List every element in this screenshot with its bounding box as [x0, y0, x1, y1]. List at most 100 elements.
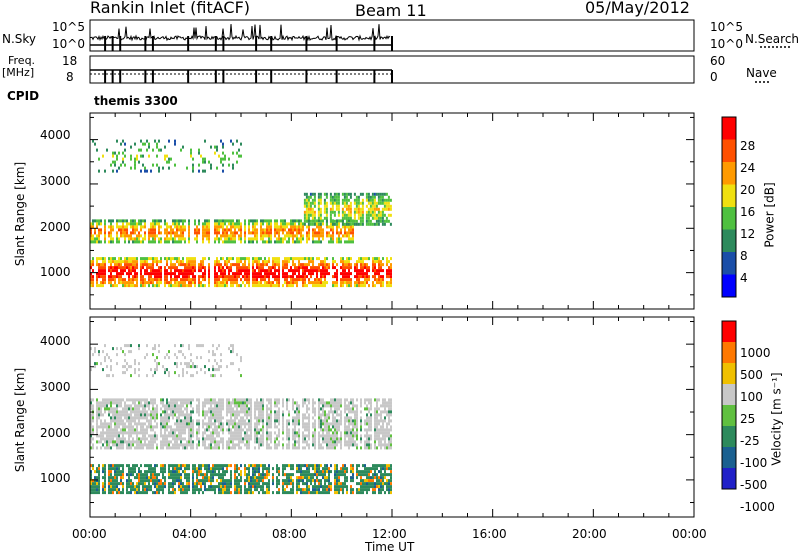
- velocity-echo-cell: [314, 440, 316, 444]
- velocity-echo-cell: [150, 443, 152, 447]
- velocity-echo-cell: [180, 485, 182, 489]
- velocity-echo-cell: [174, 434, 176, 438]
- velocity-echo-cell: [270, 407, 272, 411]
- power-echo-cell: [248, 237, 250, 241]
- power-echo-cell: [136, 237, 138, 241]
- power-echo-cell: [262, 284, 264, 288]
- velocity-echo-cell: [198, 473, 200, 477]
- power-echo-cell: [348, 281, 350, 285]
- power-echo-cell: [186, 269, 188, 273]
- power-echo-cell: [346, 225, 348, 229]
- power-echo-cell: [264, 228, 266, 232]
- velocity-echo-cell: [326, 401, 328, 405]
- power-echo-cell: [214, 240, 216, 244]
- power-echo-cell: [218, 228, 220, 232]
- power-echo-cell: [388, 266, 390, 270]
- power-echo-cell: [236, 160, 238, 164]
- power-echo-cell: [238, 263, 240, 267]
- power-echo-cell: [306, 234, 308, 238]
- power-echo-cell: [162, 166, 164, 170]
- velocity-echo-cell: [326, 419, 328, 423]
- velocity-echo-cell: [242, 398, 244, 402]
- power-echo-cell: [371, 207, 374, 211]
- power-echo-cell: [132, 281, 134, 285]
- velocity-echo-cell: [236, 410, 238, 414]
- velocity-echo-cell: [312, 488, 314, 492]
- velocity-echo-cell: [308, 473, 310, 477]
- power-echo-cell: [292, 275, 294, 279]
- power-echo-cell: [238, 154, 240, 158]
- velocity-echo-cell: [206, 422, 208, 426]
- velocity-echo-cell: [134, 401, 136, 405]
- power-echo-cell: [331, 201, 334, 205]
- velocity-echo-cell: [140, 410, 142, 414]
- velocity-echo-cell: [316, 470, 318, 474]
- velocity-echo-cell: [250, 410, 252, 414]
- power-echo-cell: [214, 266, 216, 270]
- velocity-echo-cell: [314, 485, 316, 489]
- velocity-echo-cell: [94, 485, 96, 489]
- power-echo-cell: [296, 266, 298, 270]
- power-echo-cell: [142, 275, 144, 279]
- velocity-echo-cell: [248, 407, 250, 411]
- power-echo-cell: [379, 210, 382, 214]
- velocity-echo-cell: [366, 470, 368, 474]
- power-echo-cell: [369, 195, 372, 199]
- power-echo-cell: [337, 192, 340, 196]
- power-echo-cell: [208, 219, 210, 223]
- power-echo-cell: [320, 275, 322, 279]
- velocity-echo-cell: [214, 485, 216, 489]
- velocity-echo-cell: [132, 425, 134, 429]
- velocity-echo-cell: [106, 404, 108, 408]
- velocity-echo-cell: [308, 425, 310, 429]
- power-echo-cell: [160, 278, 162, 282]
- velocity-echo-cell: [352, 473, 354, 477]
- power-echo-cell: [246, 278, 248, 282]
- velocity-echo-cell: [162, 410, 164, 414]
- velocity-echo-cell: [174, 443, 176, 447]
- velocity-echo-cell: [326, 488, 328, 492]
- velocity-echo-cell: [318, 491, 320, 495]
- velocity-echo-cell: [274, 401, 276, 405]
- power-echo-cell: [166, 225, 168, 229]
- velocity-echo-cell: [324, 467, 326, 471]
- power-echo-cell: [188, 284, 190, 288]
- power-echo-cell: [336, 269, 338, 273]
- power-echo-cell: [150, 275, 152, 279]
- velocity-echo-cell: [338, 437, 340, 441]
- power-echo-cell: [300, 231, 302, 235]
- power-echo-cell: [320, 240, 322, 244]
- velocity-echo-cell: [92, 485, 94, 489]
- power-echo-cell: [244, 269, 246, 273]
- velocity-echo-cell: [228, 425, 230, 429]
- velocity-echo-cell: [166, 419, 168, 423]
- velocity-echo-cell: [100, 419, 102, 423]
- power-echo-cell: [316, 219, 318, 223]
- velocity-echo-cell: [336, 428, 338, 432]
- power-echo-cell: [232, 272, 234, 276]
- power-echo-cell: [178, 222, 180, 226]
- velocity-echo-cell: [328, 476, 330, 480]
- power-echo-cell: [360, 269, 362, 273]
- velocity-echo-cell: [328, 470, 330, 474]
- velocity-echo-cell: [142, 428, 144, 432]
- power-echo-cell: [156, 263, 158, 267]
- velocity-echo-cell: [150, 413, 152, 417]
- power-echo-cell: [387, 213, 390, 217]
- power-echo-cell: [349, 219, 352, 223]
- velocity-echo-cell: [154, 407, 156, 411]
- velocity-echo-cell: [368, 482, 370, 486]
- velocity-echo-cell: [252, 476, 254, 480]
- power-echo-cell: [182, 269, 184, 273]
- power-echo-cell: [244, 263, 246, 267]
- power-echo-cell: [314, 231, 316, 235]
- power-echo-cell: [349, 192, 352, 196]
- velocity-echo-cell: [174, 398, 176, 402]
- power-echo-cell: [230, 281, 232, 285]
- velocity-echo-cell: [246, 431, 248, 435]
- velocity-echo-cell: [314, 413, 316, 417]
- power-echo-cell: [316, 257, 318, 261]
- velocity-echo-cell: [362, 470, 364, 474]
- velocity-echo-cell: [248, 422, 250, 426]
- velocity-echo-cell: [160, 440, 162, 444]
